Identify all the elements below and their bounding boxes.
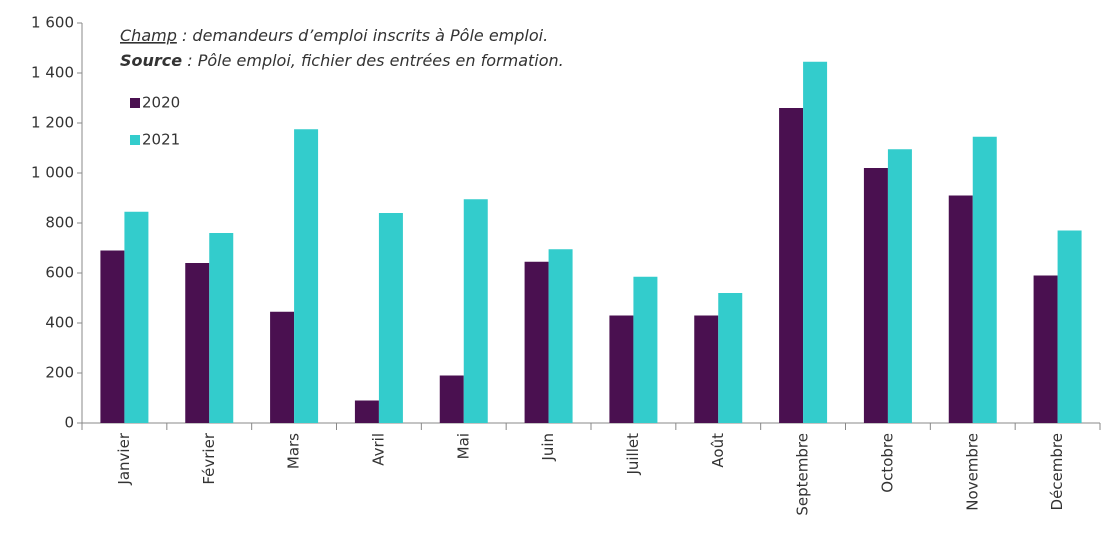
x-tick-label: Octobre [878, 433, 896, 493]
x-tick-label: Septembre [794, 433, 812, 516]
bar [439, 375, 464, 423]
bar [463, 199, 488, 423]
y-tick-label: 200 [45, 364, 74, 382]
legend-swatch [130, 98, 140, 108]
x-tick-label: Janvier [115, 432, 133, 485]
x-tick-label: Décembre [1048, 433, 1066, 510]
y-tick-label: 1 600 [31, 14, 74, 32]
bar [209, 233, 234, 423]
bar [100, 250, 125, 423]
note-text: : demandeurs d’emploi inscrits à Pôle em… [177, 26, 548, 45]
bar [1033, 275, 1058, 423]
bar [972, 136, 997, 423]
x-tick-label: Novembre [963, 433, 981, 511]
x-tick-label: Avril [369, 433, 387, 466]
note-text: : Pôle emploi, fichier des entrées en fo… [182, 51, 564, 70]
note: Source : Pôle emploi, fichier des entrée… [120, 51, 564, 70]
x-tick-label: Février [200, 432, 218, 484]
x-tick-label: Juillet [624, 433, 642, 476]
bar [718, 293, 743, 423]
y-tick-label: 0 [64, 414, 74, 432]
legend-swatch [130, 135, 140, 145]
bar [378, 213, 403, 423]
bar [609, 315, 634, 423]
note-label: Champ [120, 26, 177, 45]
bar [948, 195, 973, 423]
x-tick-label: Mai [454, 433, 472, 459]
bar [887, 149, 912, 423]
bar [548, 249, 573, 423]
bar [863, 168, 888, 423]
y-tick-label: 400 [45, 314, 74, 332]
bar [1057, 230, 1082, 423]
legend-label: 2021 [142, 131, 180, 149]
bar [294, 129, 319, 423]
legend-label: 2020 [142, 94, 180, 112]
note-label: Source [120, 51, 182, 70]
bar [694, 315, 719, 423]
y-tick-label: 800 [45, 214, 74, 232]
bar [803, 61, 828, 423]
y-tick-label: 1 000 [31, 164, 74, 182]
y-tick-label: 1 400 [31, 64, 74, 82]
y-tick-label: 600 [45, 264, 74, 282]
x-tick-label: Juin [539, 433, 557, 462]
bar [354, 400, 379, 423]
y-tick-label: 1 200 [31, 114, 74, 132]
x-tick-label: Août [709, 433, 727, 468]
bar [270, 311, 295, 423]
bar [185, 263, 210, 423]
note: Champ : demandeurs d’emploi inscrits à P… [120, 26, 548, 45]
bar [524, 261, 549, 423]
bar [633, 276, 658, 423]
bar [779, 108, 804, 423]
x-tick-label: Mars [285, 433, 303, 469]
bar [124, 211, 149, 423]
